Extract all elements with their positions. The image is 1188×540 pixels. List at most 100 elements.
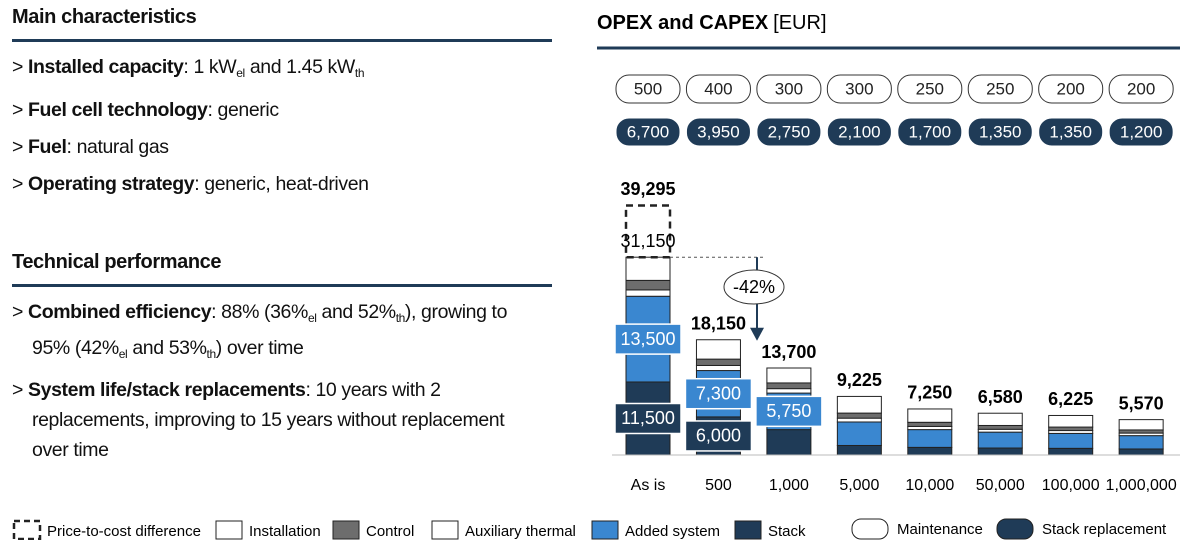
text-run: th — [354, 66, 365, 80]
bullet: > Fuel: natural gas — [12, 132, 532, 162]
total-label: 31,150 — [620, 231, 675, 251]
pill-label: 500 — [634, 79, 662, 98]
bullet-marker: > — [12, 379, 23, 401]
pill — [897, 74, 963, 104]
segment-label-box — [684, 377, 753, 410]
bar-segment — [907, 446, 953, 456]
bar-segment — [977, 424, 1023, 430]
bullet: > System life/stack replacements: 10 yea… — [12, 375, 532, 465]
text-run: th — [395, 311, 406, 325]
pill-label: 3,950 — [697, 122, 740, 141]
legend-swatch — [851, 518, 889, 540]
text-run: el — [236, 66, 245, 80]
segment-label: 5,750 — [766, 401, 811, 421]
bullet-marker: > — [12, 136, 23, 158]
section: Technical performance > Combined efficien… — [12, 251, 552, 465]
title-main: OPEX and CAPEX — [597, 12, 769, 34]
legend-label: Added system — [625, 523, 720, 540]
pill-label: 1,700 — [909, 122, 952, 141]
bar-segment — [836, 417, 882, 423]
pill-label: 6,700 — [627, 122, 670, 141]
pill-label: 200 — [1127, 79, 1155, 98]
bar-segment — [625, 289, 671, 297]
pill-label: 400 — [704, 79, 732, 98]
segment-label: 13,500 — [620, 329, 675, 349]
total-label: 6,580 — [978, 387, 1023, 407]
section-heading: Technical performance — [12, 251, 552, 287]
bar-segment — [836, 412, 882, 419]
legend-label: Stack replacement — [1042, 521, 1167, 538]
x-tick-label: 10,000 — [905, 477, 954, 494]
text-run: Fuel — [28, 136, 67, 158]
pill — [1108, 117, 1174, 147]
pill-label: 300 — [775, 79, 803, 98]
x-tick-label: 1,000 — [769, 477, 809, 494]
segment-label-box — [614, 323, 682, 355]
bar-segment — [1048, 447, 1094, 456]
x-tick-label: 1,000,000 — [1106, 477, 1177, 494]
total-label: 7,250 — [907, 383, 952, 403]
x-tick-label: As is — [631, 477, 666, 494]
text-run: Operating strategy — [28, 173, 195, 195]
text-run: : 1 kW — [183, 56, 237, 78]
pill-label: 1,350 — [1049, 122, 1092, 141]
bar-segment — [1048, 426, 1094, 432]
bullet: > Fuel cell technology: generic — [12, 95, 532, 125]
bullet: > Installed capacity: 1 kWel and 1.45 kW… — [12, 52, 532, 88]
bar-segment — [695, 358, 741, 366]
legend-label: Maintenance — [897, 521, 983, 538]
pill — [826, 117, 892, 147]
pill-label: 2,750 — [768, 122, 811, 141]
text-run: el — [118, 347, 128, 361]
legend-swatch — [591, 520, 619, 540]
x-tick-label: 100,000 — [1042, 477, 1100, 494]
text-run: : generic — [207, 99, 279, 121]
text-run: ) over time — [215, 337, 304, 359]
legend-swatch — [12, 519, 42, 540]
text-run: : natural gas — [66, 136, 170, 158]
segment-label: 6,000 — [696, 426, 741, 446]
text-run: Installed capacity — [28, 56, 184, 78]
pill-label: 200 — [1057, 79, 1085, 98]
pill — [615, 74, 681, 104]
text-run: and 52% — [316, 301, 397, 323]
bar-segment — [695, 364, 741, 372]
bar-segment — [766, 429, 812, 456]
segment-label-box — [684, 420, 753, 452]
bar-segment — [766, 367, 812, 384]
bar-segment — [907, 408, 953, 423]
legend-label: Installation — [249, 523, 321, 540]
legend-swatch — [734, 520, 762, 540]
pill-label: 2,100 — [838, 122, 881, 141]
text-run: Combined efficiency — [28, 301, 212, 323]
change-label: -42% — [733, 277, 775, 297]
legend-swatch — [431, 520, 459, 540]
text-run: System life/stack replacements — [28, 379, 306, 401]
text-run: Fuel cell technology — [28, 99, 208, 121]
pill — [967, 74, 1033, 104]
chart-title: OPEX and CAPEX [EUR] — [597, 12, 827, 34]
title-unit: [EUR] — [773, 12, 826, 34]
total-label: 13,700 — [761, 342, 816, 362]
bar-segment — [1118, 419, 1164, 431]
x-tick-label: 500 — [705, 477, 732, 494]
bar-segment — [625, 256, 671, 281]
segment-label-box — [755, 395, 823, 428]
bar-segment — [977, 431, 1023, 449]
text-run: ), growing to 95% (42% — [32, 301, 508, 359]
pill — [967, 117, 1033, 147]
pill — [1038, 117, 1104, 147]
gross-total-label: 39,295 — [620, 179, 675, 199]
bullet: > Operating strategy: generic, heat-driv… — [12, 169, 532, 199]
legend-label: Control — [366, 523, 414, 540]
bar-segment — [907, 429, 953, 448]
text-run: th — [206, 347, 217, 361]
text-run: el — [307, 311, 317, 325]
pill — [756, 74, 822, 104]
bullet-marker: > — [12, 99, 23, 121]
left-panel: Main characteristics > Installed capacity… — [12, 6, 552, 471]
x-tick-label: 5,000 — [839, 477, 879, 494]
total-label: 18,150 — [691, 313, 746, 333]
